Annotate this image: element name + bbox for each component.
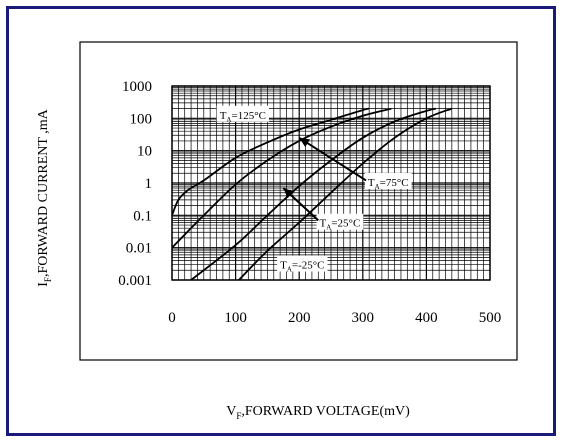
series-label-main: T [220,110,227,122]
series-line [238,107,453,280]
x-tick-label: 0 [168,310,176,326]
series-label-text: TA=-25°C [280,260,324,274]
series-label-bg [364,173,412,189]
series-label-text: TA=125°C [220,110,266,124]
y-tick-label: 100 [130,111,153,127]
series-label-bg [216,105,269,122]
series-label-3: TA=-25°C [277,255,328,274]
y-axis-label-sub: F [43,277,53,282]
series-label-text: TA=25°C [320,218,361,232]
x-tick-label: 300 [352,310,375,326]
x-tick-label: 100 [224,310,247,326]
y-tick-label: 0.001 [118,273,152,289]
series-label-rest: =125°C [231,110,265,122]
series-label-sub: A [375,183,380,191]
x-tick-label: 200 [288,310,311,326]
series-label-text: TA=75°C [368,177,409,191]
series-label-main: T [368,177,375,189]
x-tick-label: 500 [479,310,502,326]
series-lines [172,107,453,280]
series-line [190,107,437,280]
series-label-2: TA=25°C [316,213,364,232]
annotation-arrow-line [298,136,367,182]
y-axis-label-main: I [36,282,51,287]
y-tick-label: 10 [137,144,152,160]
y-axis-label-rest: ,FORWARD CURRENT ,mA [36,108,51,277]
annotation-arrow-head [283,188,294,199]
series-label-bg [277,255,328,272]
series-label-rest: =75°C [380,177,409,189]
series-label-rest: =-25°C [292,260,325,272]
series-label-main: T [280,260,287,272]
series-annotations: TA=125°CTA=75°CTA=25°CTA=-25°C [216,105,412,274]
series-label-bg [316,213,364,230]
axes: 0 100 200 300 400 500 0.001 0.01 0.1 1 10 100 1000 [118,79,501,326]
plot-area-border [171,85,491,281]
series-label-rest: =25°C [331,218,360,230]
series-label-sub: A [326,224,331,232]
x-axis-label: VF,FORWARD VOLTAGE(mV) [226,404,410,421]
x-axis-label-rest: ,FORWARD VOLTAGE(mV) [241,404,410,419]
series-label-1: TA=75°C [364,173,412,191]
series-label-0: TA=125°C [216,105,269,124]
series-line [172,107,370,216]
y-tick-label: 0.01 [126,241,152,257]
x-tick-label: 400 [415,310,438,326]
x-axis-label-sub: F [236,411,241,421]
series-line [172,107,392,249]
y-tick-label: 1 [145,176,153,192]
y-axis-label: IF,FORWARD CURRENT ,mA [36,108,53,286]
y-tick-label: 0.1 [133,208,152,224]
annotation-arrow-head [299,137,311,147]
series-label-sub: A [287,266,292,274]
series-label-main: T [320,218,327,230]
y-tick-label: 1000 [122,79,152,95]
series-label-sub: A [226,116,231,124]
x-axis-label-main: V [226,404,236,419]
